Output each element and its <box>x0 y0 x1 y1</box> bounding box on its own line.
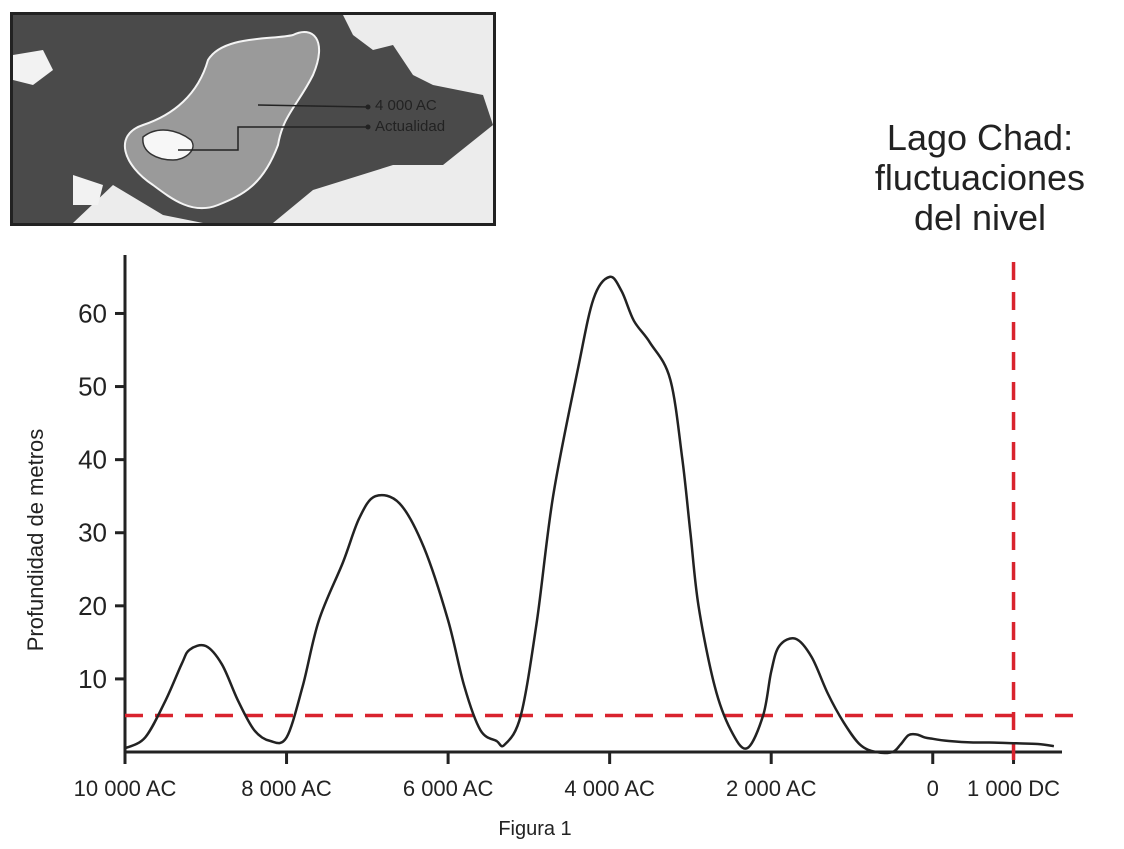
y-tick-label-20: 20 <box>78 591 107 621</box>
map-ancient-lake-4000ac <box>123 30 321 210</box>
lake-chad-map: 4 000 AC Actualidad <box>10 12 496 226</box>
x-tick-label-1: 8 000 AC <box>241 776 332 801</box>
map-pointer-4000ac-dot <box>365 104 371 110</box>
y-tick-label-50: 50 <box>78 372 107 402</box>
y-tick-label-10: 10 <box>78 664 107 694</box>
map-label-actualidad: Actualidad <box>375 118 446 135</box>
series-line-depth <box>124 275 1055 755</box>
x-tick-label-2: 6 000 AC <box>403 776 494 801</box>
y-tick-label-60: 60 <box>78 298 107 328</box>
chart-title-line-2: fluctuaciones <box>874 157 1086 198</box>
chart-title-line-1: Lago Chad: <box>886 117 1074 158</box>
y-tick-label-30: 30 <box>78 518 107 548</box>
x-tick-label-6: 1 000 DC <box>967 776 1060 801</box>
chart-title: Lago Chad: fluctuaciones del nivel <box>850 118 1110 238</box>
chart-title-line-3: del nivel <box>913 197 1047 238</box>
map-pointer-actualidad <box>178 126 368 151</box>
map-white-patch-bottom <box>73 175 103 205</box>
x-tick-label-0: 10 000 AC <box>74 776 177 801</box>
map-pointer-4000ac <box>257 104 369 108</box>
x-tick-label-3: 4 000 AC <box>564 776 655 801</box>
y-tick-label-40: 40 <box>78 445 107 475</box>
map-current-lake <box>142 129 194 161</box>
x-tick-label-5: 0 <box>927 776 939 801</box>
map-graphic <box>13 15 493 223</box>
map-label-4000ac: 4 000 AC <box>375 97 437 114</box>
map-pointer-actualidad-dot <box>365 124 371 130</box>
x-tick-label-4: 2 000 AC <box>726 776 817 801</box>
figure-caption: Figura 1 <box>498 818 572 840</box>
map-white-patch-left <box>13 50 53 85</box>
